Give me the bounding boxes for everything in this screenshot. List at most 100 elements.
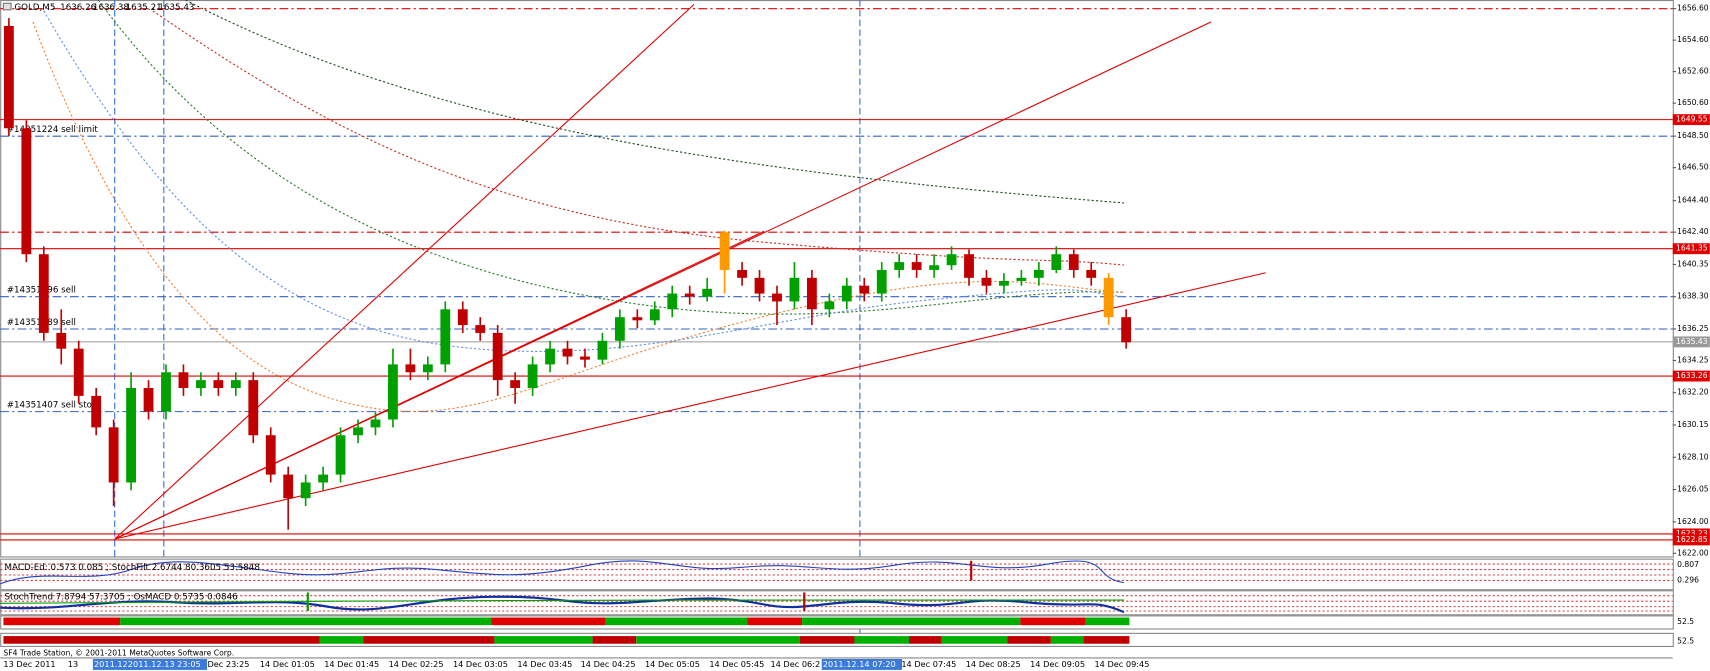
candle-body	[859, 285, 870, 294]
y-tick-label: 1644.40	[1677, 196, 1709, 205]
strip-segment	[3, 636, 320, 644]
strip-segment	[1020, 617, 1086, 626]
candle-body	[772, 293, 782, 302]
candle-body	[370, 419, 381, 428]
macd-label: MACD-Ed: 0.573 0.085 ; StochFilt 2.6744 …	[5, 563, 260, 573]
candle-body	[1121, 317, 1132, 343]
y-tick-label: 1624.00	[1677, 517, 1709, 526]
candle-body	[789, 277, 800, 302]
candle-body	[649, 309, 660, 321]
candle-body	[824, 301, 835, 310]
y-tick-label: 1638.30	[1677, 292, 1709, 301]
candle-body	[492, 332, 503, 381]
stoch-signal	[0, 599, 1124, 604]
strip-segment	[363, 636, 495, 644]
strip-segment	[854, 636, 910, 644]
candle-body	[405, 364, 416, 373]
symbol: GOLD,M5	[14, 3, 55, 13]
time-label: 14 Dec 03:05	[453, 659, 508, 669]
moving-average	[152, 10, 1124, 266]
price-box	[1672, 243, 1710, 255]
candle-body	[335, 435, 346, 475]
y-tick-label: 1632.20	[1677, 388, 1709, 397]
y-tick-label: 1646.50	[1677, 163, 1709, 172]
candle-body	[527, 364, 538, 389]
candle-body	[265, 435, 276, 475]
time-label: 14 Dec 06:2	[770, 659, 820, 669]
y-tick-label: 1656.60	[1677, 4, 1709, 13]
candle-body	[981, 277, 992, 286]
time-highlight	[821, 658, 903, 670]
strip-segment	[605, 617, 748, 626]
price-box-label: 1622.85	[1676, 535, 1708, 544]
strip-segment	[1083, 636, 1130, 644]
candle-body	[964, 254, 974, 278]
y-tick-label: 1648.50	[1677, 131, 1709, 140]
strip-segment	[491, 617, 606, 626]
candle-body	[510, 380, 521, 389]
candle-body	[353, 427, 363, 436]
candle-body	[196, 380, 206, 389]
time-label: 2011.12.14 07:20	[823, 659, 896, 669]
time-label: 14 Dec 09:05	[1030, 659, 1085, 669]
strip-2	[3, 636, 1130, 644]
candle-body	[545, 348, 555, 365]
candle-body	[1033, 269, 1044, 278]
time-label: 13	[68, 659, 78, 669]
strip-segment	[1007, 636, 1051, 644]
order-label: #14351224 sell limit	[7, 125, 99, 135]
strip-segment	[494, 636, 593, 644]
price-box-label: 1635.43	[1676, 337, 1708, 346]
strip-segment	[747, 617, 803, 626]
stoch-levels	[0, 595, 1673, 612]
candle-body	[1068, 254, 1079, 270]
time-label: 14 Dec 05:45	[709, 659, 764, 669]
y-tick-label: 1650.60	[1677, 98, 1709, 107]
time-label: Dec 23:25	[207, 659, 249, 669]
trend-line	[114, 3, 695, 540]
candle-body	[1086, 269, 1097, 278]
price-box-label: 1649.55	[1676, 115, 1708, 124]
y-tick-label: 1622.00	[1677, 548, 1709, 557]
candle-body	[440, 309, 451, 365]
candle-body	[178, 372, 189, 389]
price-box	[1672, 528, 1710, 540]
candle-body	[422, 364, 433, 373]
candle-body	[318, 474, 329, 483]
candle-body	[841, 285, 852, 302]
strip-segment	[1085, 617, 1130, 626]
candle-body	[475, 325, 486, 333]
macd-scale: 0.807	[1677, 560, 1699, 569]
strip-1	[3, 617, 1130, 626]
symbol-icon	[2, 2, 12, 11]
candle-body	[580, 356, 590, 360]
candle-body	[562, 348, 573, 357]
price-box	[1672, 534, 1710, 546]
moving-average	[32, 21, 1124, 412]
time-label: 13 Dec 2011	[3, 659, 55, 669]
trend-line	[114, 230, 765, 540]
candle-body	[126, 388, 136, 483]
macd-line	[0, 560, 1125, 585]
candle-body	[999, 280, 1009, 286]
y-tick-label: 1630.15	[1677, 420, 1709, 429]
candle-body	[1051, 254, 1062, 270]
candle-body	[1103, 277, 1114, 318]
candle-body	[737, 269, 747, 278]
ohlc-open: 1636.26	[60, 3, 96, 13]
strip-segment	[941, 636, 1008, 644]
candle-body	[73, 348, 84, 396]
strip-scale: 52.5	[1677, 617, 1694, 626]
candle-body	[56, 332, 67, 349]
time-highlight	[92, 658, 144, 670]
time-label: 2011.12.13	[94, 659, 141, 669]
y-tick-label: 1652.60	[1677, 67, 1709, 76]
candle-body	[143, 388, 154, 412]
candle-body	[946, 254, 957, 266]
candle-body	[894, 262, 905, 270]
strip-segment	[592, 636, 637, 644]
candle-body	[91, 395, 102, 428]
candle-body	[457, 309, 468, 326]
time-label: 14 Dec 01:45	[324, 659, 379, 669]
